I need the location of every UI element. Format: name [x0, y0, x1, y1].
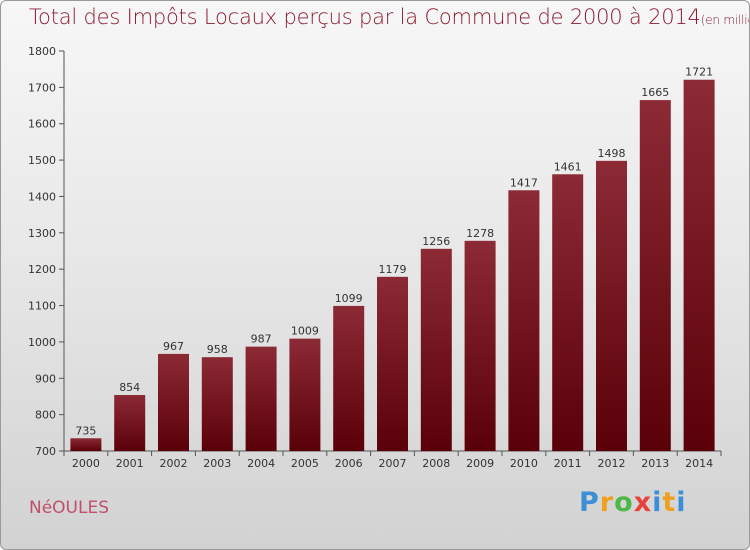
x-tick-label: 2010 [510, 457, 538, 470]
x-tick-label: 2005 [291, 457, 319, 470]
bar-value-label: 958 [207, 343, 228, 356]
bar [333, 305, 365, 451]
title-unit: (en milliers d'€) [700, 13, 749, 27]
x-tick-label: 2011 [554, 457, 582, 470]
bar [377, 276, 408, 451]
bar-value-label: 1665 [641, 86, 669, 99]
logo-letter: i [652, 487, 663, 518]
x-tick-label: 2012 [598, 457, 626, 470]
bar [245, 346, 277, 451]
y-tick-label: 1400 [28, 190, 56, 203]
bar-value-label: 854 [119, 381, 140, 394]
bar [683, 79, 715, 452]
bar [289, 338, 321, 451]
bar [639, 100, 671, 451]
x-tick-label: 2006 [335, 457, 363, 470]
bar-value-label: 1256 [422, 235, 450, 248]
bar [201, 357, 233, 451]
bar [464, 240, 496, 451]
logo-letter: r [599, 487, 615, 518]
bar-value-label: 735 [75, 424, 96, 437]
y-tick-label: 1500 [28, 154, 56, 167]
y-tick-label: 1100 [28, 300, 56, 313]
bar-value-label: 1498 [598, 147, 626, 160]
bar [158, 353, 189, 451]
logo-letter: x [633, 487, 653, 518]
chart-title: Total des Impôts Locaux perçus par la Co… [29, 5, 749, 29]
y-tick-label: 1300 [28, 227, 56, 240]
x-tick-label: 2004 [247, 457, 275, 470]
bar [114, 395, 146, 451]
proxiti-logo: Proxiti [579, 487, 687, 518]
x-tick-label: 2007 [379, 457, 407, 470]
commune-name: NéOULES [29, 498, 110, 518]
y-axis: 700 800 900 1000 1100 1200 1300 1400 1500 1600 170… [28, 45, 65, 458]
bar-value-label: 1721 [685, 66, 713, 79]
y-tick-label: 1200 [28, 263, 56, 276]
bar [596, 160, 627, 451]
bar-value-label: 1461 [554, 160, 582, 173]
x-tick-label: 2014 [685, 457, 713, 470]
y-tick-label: 800 [35, 409, 56, 422]
bar-value-label: 1179 [379, 263, 407, 276]
bar-value-label: 1417 [510, 176, 538, 189]
logo-letter: i [676, 487, 687, 518]
x-tick-label: 2013 [641, 457, 669, 470]
data-labels: 735 854 967 958 987 1009 1099 1179 1256 1278 1417 1… [75, 66, 713, 438]
bar [420, 248, 452, 451]
y-tick-label: 1600 [28, 118, 56, 131]
y-tick-label: 1700 [28, 81, 56, 94]
y-tick-label: 700 [35, 445, 56, 458]
x-tick-label: 2008 [422, 457, 450, 470]
bar [508, 190, 540, 452]
x-tick-label: 2001 [116, 457, 144, 470]
x-tick-label: 2009 [466, 457, 494, 470]
bar-value-label: 967 [163, 340, 184, 353]
y-tick-label: 1000 [28, 336, 56, 349]
y-tick-label: 900 [35, 372, 56, 385]
title-main: Total des Impôts Locaux perçus par la Co… [29, 5, 701, 29]
bar-value-label: 1009 [291, 325, 319, 338]
logo-letter: t [662, 487, 677, 518]
y-tick-label: 1800 [28, 45, 56, 58]
bar-value-label: 987 [251, 333, 272, 346]
bar-value-label: 1278 [466, 227, 494, 240]
x-tick-label: 2002 [160, 457, 188, 470]
bars [70, 79, 715, 452]
logo-letter: P [579, 487, 600, 518]
x-axis: 2000 2001 2002 2003 2004 2005 2006 2007 2008 2009… [63, 450, 722, 470]
x-tick-label: 2003 [203, 457, 231, 470]
bar [70, 438, 102, 451]
x-tick-label: 2000 [72, 457, 100, 470]
logo-letter: o [614, 487, 634, 518]
bar-value-label: 1099 [335, 292, 363, 305]
bar [552, 174, 584, 452]
